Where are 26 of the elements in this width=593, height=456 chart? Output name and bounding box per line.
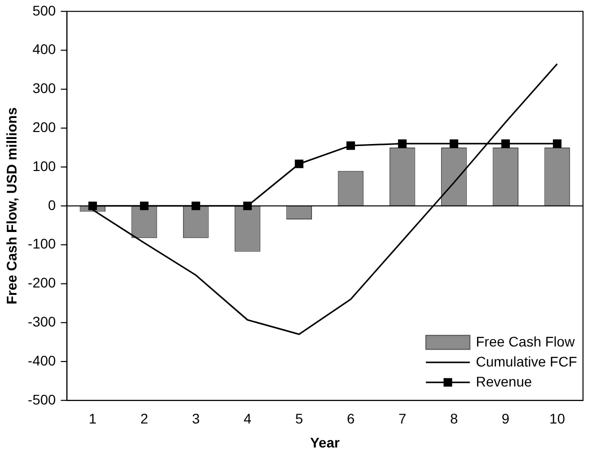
- y-axis-title: Free Cash Flow, USD millions: [3, 107, 20, 304]
- y-tick-label: 0: [48, 196, 56, 213]
- x-axis-title: Year: [310, 434, 340, 450]
- x-tick-label: 7: [398, 410, 406, 427]
- legend-label: Cumulative FCF: [476, 353, 578, 370]
- y-tick-label: 500: [32, 2, 56, 18]
- x-tick-label: 10: [549, 410, 566, 427]
- legend-label: Free Cash Flow: [476, 333, 576, 350]
- x-tick-label: 2: [140, 410, 148, 427]
- x-tick-label: 1: [88, 410, 97, 427]
- y-tick-label: -200: [28, 274, 56, 291]
- y-tick-label: 300: [32, 80, 56, 96]
- x-tick-label: 8: [450, 410, 458, 427]
- x-tick-label: 4: [244, 410, 252, 427]
- legend-label: Revenue: [476, 373, 532, 390]
- y-tick-label: 400: [32, 41, 56, 58]
- x-tick-label: 6: [346, 410, 355, 427]
- y-tick-label: -300: [28, 313, 56, 330]
- x-tick-label: 9: [502, 410, 510, 427]
- y-tick-label: -400: [28, 352, 56, 368]
- y-tick-label: -100: [28, 236, 56, 252]
- y-tick-label: -500: [28, 391, 56, 408]
- x-tick-label: 3: [192, 410, 200, 427]
- x-tick-label: 5: [295, 410, 304, 427]
- y-tick-label: 200: [32, 118, 56, 135]
- y-tick-label: 100: [32, 158, 56, 174]
